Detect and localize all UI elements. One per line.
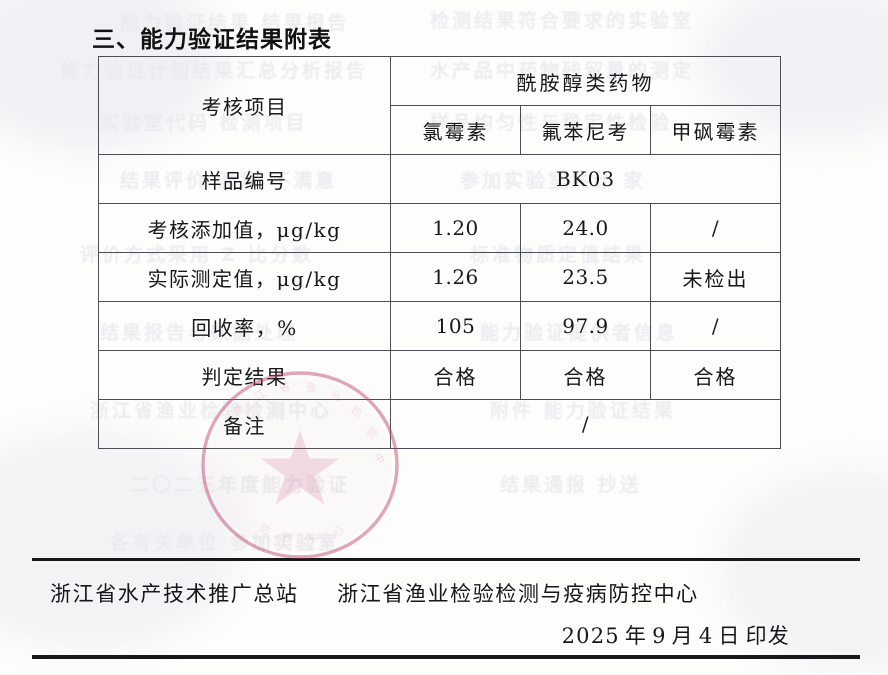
paper-blotch (0, 430, 240, 650)
footer-issue-date: 2025 年 9 月 4 日印发 (0, 620, 790, 650)
svg-text:心: 心 (331, 523, 345, 539)
row-label-verdict: 判定结果 (98, 350, 391, 400)
svg-text:中: 中 (370, 451, 387, 467)
footer-bottom-rule (32, 655, 860, 659)
svg-text:中: 中 (308, 532, 319, 545)
date-day-unit: 日 (718, 624, 741, 648)
cell-spiked-2: / (649, 203, 782, 253)
header-cell-analyte-1: 氟苯尼考 (520, 105, 651, 155)
row-label-sample-id: 样品编号 (98, 154, 391, 204)
row-label-spiked-value: 考核添加值，μg/kg (98, 203, 391, 253)
table-row: 判定结果 合格 合格 合格 (98, 350, 782, 400)
bleedthrough-text: 检测结果符合要求的实验室 (430, 10, 695, 32)
page-title: 三、能力验证结果附表 (92, 27, 332, 53)
date-suffix: 印发 (745, 624, 790, 648)
row-label-remarks: 备注 (98, 399, 391, 449)
header-cell-analyte-2: 甲砜霉素 (649, 105, 782, 155)
date-month: 9 (652, 624, 667, 648)
date-day: 4 (698, 624, 714, 648)
cell-spiked-0: 1.20 (390, 203, 521, 253)
cell-verdict-1: 合格 (520, 350, 651, 400)
table-header-row-analytes: 氯霉素 氟苯尼考 甲砜霉素 (99, 105, 782, 155)
table-row: 实际测定值，μg/kg 1.26 23.5 未检出 (98, 252, 782, 302)
row-label-measured-value: 实际测定值，μg/kg (98, 252, 391, 302)
bleedthrough-text: 各有关单位 参加实验室 (110, 532, 340, 554)
cell-recovery-1: 97.9 (520, 301, 651, 351)
header-cell-item: 考核项目 (98, 56, 391, 155)
footer-org-left: 浙江省水产技术推广总站 (50, 582, 299, 606)
cell-recovery-2: / (649, 301, 782, 351)
date-month-unit: 月 (671, 624, 694, 648)
cell-verdict-0: 合格 (390, 350, 521, 400)
cell-recovery-0: 105 (390, 301, 521, 351)
date-year-unit: 年 (624, 624, 648, 648)
cell-measured-2: 未检出 (649, 252, 782, 302)
svg-text:控: 控 (281, 529, 295, 545)
footer-org-right: 浙江省渔业检验检测与疫病防控中心 (337, 582, 699, 606)
date-year: 2025 (561, 624, 620, 648)
table-row: 样品编号 BK03 (98, 154, 782, 204)
table-row: 考核添加值，μg/kg 1.20 24.0 / (98, 203, 782, 253)
bleedthrough-text: 结果通报 抄送 (500, 474, 642, 496)
cell-verdict-2: 合格 (649, 350, 782, 400)
svg-text:防: 防 (257, 520, 273, 538)
footer-organizations: 浙江省水产技术推广总站 浙江省渔业检验检测与疫病防控中心 (50, 578, 699, 608)
header-cell-analyte-0: 氯霉素 (390, 105, 521, 155)
row-value-sample-id: BK03 (389, 154, 782, 204)
table-row: 回收率，% 105 97.9 / (98, 301, 782, 351)
cell-measured-0: 1.26 (390, 252, 521, 302)
cell-spiked-1: 24.0 (520, 203, 651, 253)
table-row: 备注 / (98, 399, 782, 449)
footer-top-rule (32, 558, 860, 562)
header-cell-group: 酰胺醇类药物 (389, 56, 782, 106)
cell-measured-1: 23.5 (520, 252, 651, 302)
row-value-remarks: / (389, 399, 782, 449)
results-table-wrapper: 考核项目 酰胺醇类药物 氯霉素 氟苯尼考 甲砜霉素 样品编号 BK03 考核添加… (98, 56, 782, 449)
row-label-recovery: 回收率，% (98, 301, 391, 351)
table-header-row-group: 考核项目 酰胺醇类药物 (98, 56, 782, 155)
results-table: 考核项目 酰胺醇类药物 氯霉素 氟苯尼考 甲砜霉素 样品编号 BK03 考核添加… (98, 56, 782, 449)
bleedthrough-text: 二〇二五年度能力验证 (130, 474, 351, 496)
